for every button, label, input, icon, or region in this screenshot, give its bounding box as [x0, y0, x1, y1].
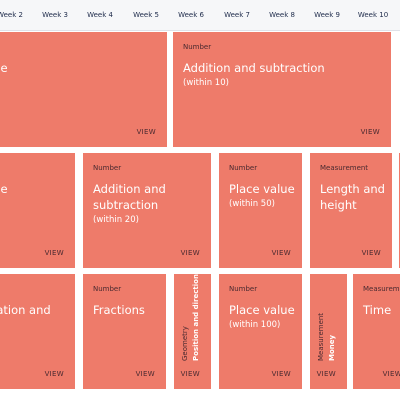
card-title: lue — [0, 61, 8, 75]
card-title-block: Place value (within 100) — [229, 302, 295, 332]
card-title-block: Place value (within 50) — [229, 181, 295, 211]
week-label: Week 6 — [178, 11, 204, 19]
view-link[interactable]: VIEW — [271, 370, 291, 378]
card-title-block: lueL — [0, 60, 8, 90]
view-link[interactable]: VIEW — [180, 249, 200, 257]
week-label: Week 9 — [314, 11, 340, 19]
view-link[interactable]: VIEW — [271, 249, 291, 257]
lesson-card[interactable]: Number Fractions VIEW — [83, 274, 166, 389]
week-label: Week 4 — [87, 11, 113, 19]
week-label: Week 8 — [269, 11, 295, 19]
card-title-block: Time — [363, 302, 391, 318]
view-link[interactable]: VIEW — [44, 249, 64, 257]
lesson-card[interactable]: Number Place value (within 50) VIEW — [219, 153, 302, 268]
vertical-label: Measurement Money — [316, 313, 338, 361]
card-title: Addition and subtraction — [183, 61, 325, 75]
card-title: lue — [0, 182, 8, 196]
card-category: Measurement — [320, 164, 369, 172]
lesson-card[interactable]: Measurement Time VIEW — [353, 274, 400, 389]
card-title-block: Length and height — [320, 181, 385, 213]
week-header: Week 2 Week 3 Week 4 Week 5 Week 6 Week 7 Week… — [0, 0, 400, 31]
card-title-block: cation and — [0, 302, 51, 318]
card-category: Number — [93, 285, 122, 293]
view-link[interactable]: VIEW — [136, 128, 156, 136]
card-subtitle: (within 100) — [229, 320, 281, 330]
card-title: Addition and — [93, 182, 166, 196]
card-subtitle: (within 10) — [183, 78, 229, 88]
card-category: Measurement — [317, 312, 325, 361]
card-title-block: Fractions — [93, 302, 145, 318]
week-label: Week 10 — [357, 11, 389, 19]
card-title: Place value — [229, 303, 295, 317]
card-subtitle: L — [0, 76, 8, 90]
card-title: Money — [328, 334, 336, 361]
card-category: Measurement — [363, 285, 400, 293]
card-title: Time — [363, 303, 392, 317]
card-grid: lueLVIEWNumberAddition and subtraction(w… — [0, 31, 400, 400]
card-category: Number — [183, 43, 212, 51]
week-label: Week 3 — [42, 11, 68, 19]
card-title-block: Addition and subtraction (within 20) — [93, 181, 166, 227]
card-subtitle: (within 20) — [93, 215, 139, 225]
lesson-card[interactable]: Number Addition and subtraction (within 20)… — [83, 153, 211, 268]
card-title: subtraction — [93, 198, 159, 212]
view-link[interactable]: VIEW — [135, 370, 155, 378]
lesson-card[interactable]: Geometry Position and direction VIEW — [174, 274, 211, 389]
card-subtitle: (within 50) — [229, 199, 275, 209]
lesson-card[interactable]: cation and VIEW — [0, 274, 75, 389]
view-link[interactable]: VIEW — [360, 128, 380, 136]
card-category: Number — [93, 164, 122, 172]
lesson-card[interactable]: Measurement Money VIEW — [310, 274, 347, 389]
view-link[interactable]: VIEW — [44, 370, 64, 378]
vertical-label: Geometry Position and direction — [180, 274, 202, 361]
view-link[interactable]: VIEW — [316, 370, 336, 378]
card-title: height — [320, 198, 357, 212]
week-label: Week 5 — [133, 11, 159, 19]
card-title: Length and — [320, 182, 385, 196]
view-link[interactable]: VIEW — [180, 370, 200, 378]
card-title: cation and — [0, 303, 51, 317]
card-title-block: Addition and subtraction (within 10) — [183, 60, 325, 90]
lesson-card[interactable]: Measurement Length and height VIEW — [310, 153, 392, 268]
lesson-card[interactable]: Number Place value (within 100) VIEW — [219, 274, 302, 389]
week-label: Week 2 — [0, 11, 23, 19]
lesson-card[interactable]: lue VIEW — [0, 153, 75, 268]
card-category: Number — [229, 285, 258, 293]
lesson-card[interactable]: lueL VIEW — [0, 32, 167, 147]
card-title: Fractions — [93, 303, 145, 317]
view-link[interactable]: VIEW — [361, 249, 381, 257]
week-label: Week 7 — [224, 11, 250, 19]
card-title-block: lue — [0, 181, 8, 197]
lesson-card[interactable]: Number Addition and subtraction (within 10… — [173, 32, 391, 147]
view-link[interactable]: VIEW — [382, 370, 400, 378]
card-title: Place value — [229, 182, 295, 196]
card-title: Position and direction — [192, 274, 200, 361]
card-category: Geometry — [181, 326, 189, 361]
card-category: Number — [229, 164, 258, 172]
